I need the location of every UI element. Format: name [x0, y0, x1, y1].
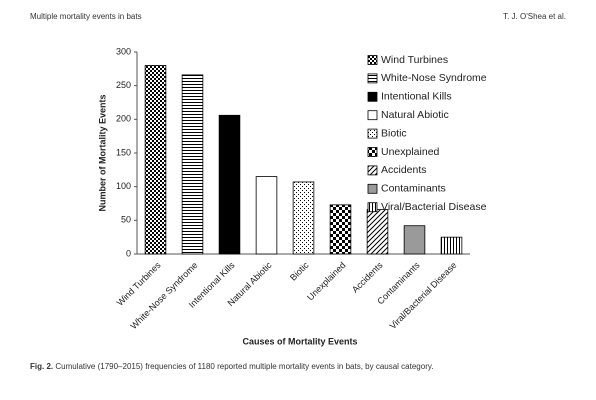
legend-swatch — [367, 183, 378, 194]
legend-label: Viral/Bacterial Disease — [381, 201, 487, 213]
y-tick-label: 50 — [121, 215, 131, 225]
bar — [403, 225, 426, 255]
bar — [255, 176, 278, 255]
legend-swatch — [367, 110, 378, 121]
legend-swatch — [367, 91, 378, 102]
bar — [366, 209, 389, 255]
legend-swatch — [367, 147, 378, 157]
bar — [329, 204, 352, 255]
legend-label: Unexplained — [381, 146, 440, 158]
x-tick-label: Unexplained — [305, 260, 347, 302]
legend-label: Wind Turbines — [381, 54, 448, 66]
x-axis-title: Causes of Mortality Events — [242, 336, 357, 346]
bar — [144, 65, 167, 255]
x-tick-label: Biotic — [288, 260, 311, 283]
bar — [181, 74, 204, 255]
legend-swatch — [367, 128, 378, 139]
y-tick-label: 300 — [116, 46, 131, 56]
y-tick-label: 250 — [116, 80, 131, 90]
y-tick-label: 100 — [116, 181, 131, 191]
legend-swatch — [367, 73, 378, 84]
bar — [440, 236, 463, 255]
y-tick-label: 150 — [116, 147, 131, 157]
y-tick-label: 200 — [116, 114, 131, 124]
caption-text: Cumulative (1790–2015) frequencies of 11… — [55, 362, 433, 371]
legend-label: Natural Abiotic — [381, 109, 449, 121]
legend-label: Intentional Kills — [381, 91, 452, 103]
legend-label: White-Nose Syndrome — [381, 72, 487, 84]
caption-label: Fig. 2. — [30, 362, 53, 371]
legend-swatch — [367, 202, 378, 213]
legend-swatch — [367, 165, 378, 176]
bar — [218, 114, 241, 255]
x-tick-label: Viral/Bacterial Disease — [388, 260, 459, 331]
caption: Fig. 2. Cumulative (1790–2015) frequenci… — [30, 362, 434, 371]
y-axis-title: Number of Mortality Events — [97, 94, 107, 211]
authors: T. J. O'Shea et al. — [503, 12, 566, 21]
x-tick-label: White-Nose Syndrome — [128, 260, 199, 331]
legend-label: Accidents — [381, 164, 427, 176]
x-tick-label: Accidents — [350, 260, 385, 295]
running-head: Multiple mortality events in bats — [30, 12, 142, 21]
legend-label: Biotic — [381, 127, 407, 139]
legend-label: Contaminants — [381, 183, 446, 195]
bar — [292, 181, 315, 255]
y-tick-label: 0 — [126, 248, 131, 258]
legend-swatch — [367, 55, 378, 65]
